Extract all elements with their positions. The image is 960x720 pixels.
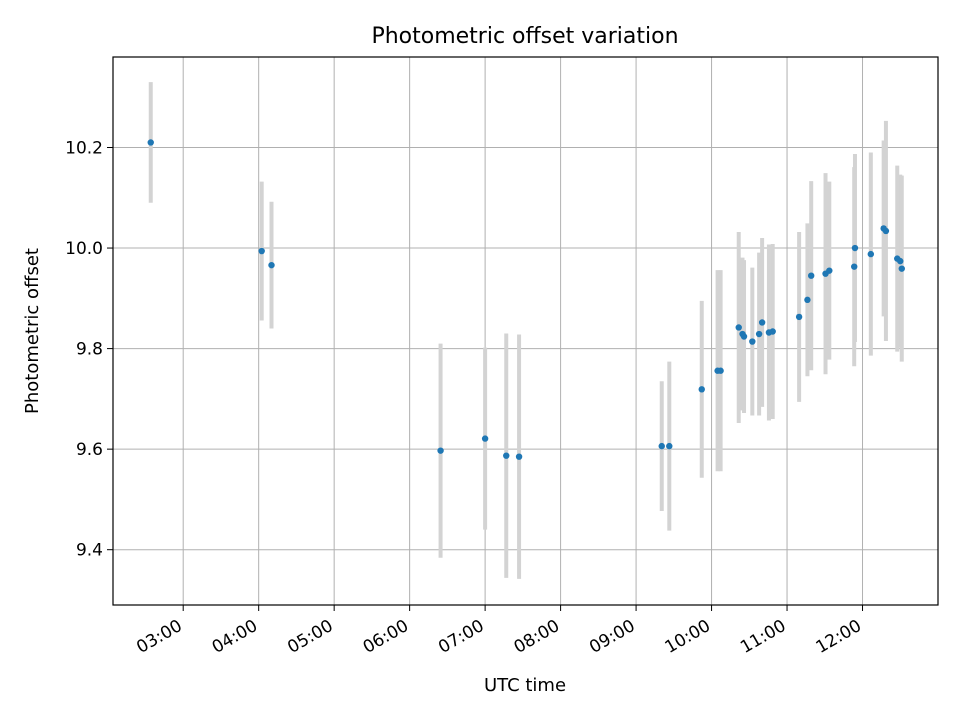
x-tick-label: 12:00 — [813, 616, 865, 658]
data-point — [147, 139, 154, 146]
x-tick-label: 11:00 — [737, 616, 789, 658]
data-point — [882, 227, 890, 235]
data-point — [804, 296, 811, 304]
data-point — [795, 313, 803, 321]
y-tick-label: 9.6 — [76, 440, 103, 460]
plot-frame — [112, 56, 939, 606]
data-point — [826, 267, 833, 274]
y-axis-label: Photometric offset — [22, 248, 43, 414]
y-tick-label: 9.8 — [76, 340, 103, 360]
x-tick-label: 09:00 — [586, 616, 638, 658]
y-tick-label: 9.4 — [76, 541, 103, 561]
grid-lines — [113, 57, 938, 605]
data-point — [268, 261, 275, 269]
data-point — [666, 442, 673, 450]
x-tick-label: 05:00 — [284, 616, 336, 658]
data-point — [769, 328, 776, 335]
x-tick-label: 08:00 — [511, 616, 563, 658]
data-point — [867, 250, 875, 258]
x-axis-label: UTC time — [484, 675, 566, 696]
y-tick-label: 10.2 — [65, 138, 103, 158]
data-point — [851, 263, 858, 270]
chart-title: Photometric offset variation — [371, 24, 678, 49]
data-point — [749, 338, 756, 345]
error-bars — [148, 82, 904, 579]
data-point — [515, 453, 523, 460]
y-tick-label: 10.0 — [65, 239, 103, 259]
x-tick-label: 10:00 — [662, 616, 714, 658]
x-axis-ticks: 03:00 04:00 05:00 06:00 07:00 08:00 09:00 10:00… — [133, 605, 865, 658]
data-point — [437, 447, 444, 454]
data-point — [740, 333, 748, 340]
data-points — [147, 139, 905, 460]
data-point — [717, 367, 724, 374]
data-point — [851, 244, 859, 252]
data-point — [658, 442, 665, 450]
x-tick-label: 03:00 — [133, 616, 185, 658]
data-point — [897, 257, 904, 265]
data-point — [258, 247, 265, 255]
data-point — [807, 272, 815, 279]
x-tick-label: 07:00 — [435, 616, 487, 658]
data-point — [758, 319, 766, 326]
data-point — [898, 265, 905, 272]
data-point — [481, 435, 489, 442]
y-axis-ticks: 9.4 9.6 9.8 10.0 10.2 — [65, 138, 113, 561]
data-point — [755, 330, 763, 338]
x-tick-label: 04:00 — [209, 616, 261, 658]
data-point — [698, 386, 705, 393]
x-tick-label: 06:00 — [360, 616, 412, 658]
data-point — [503, 452, 510, 459]
data-point — [735, 324, 742, 331]
